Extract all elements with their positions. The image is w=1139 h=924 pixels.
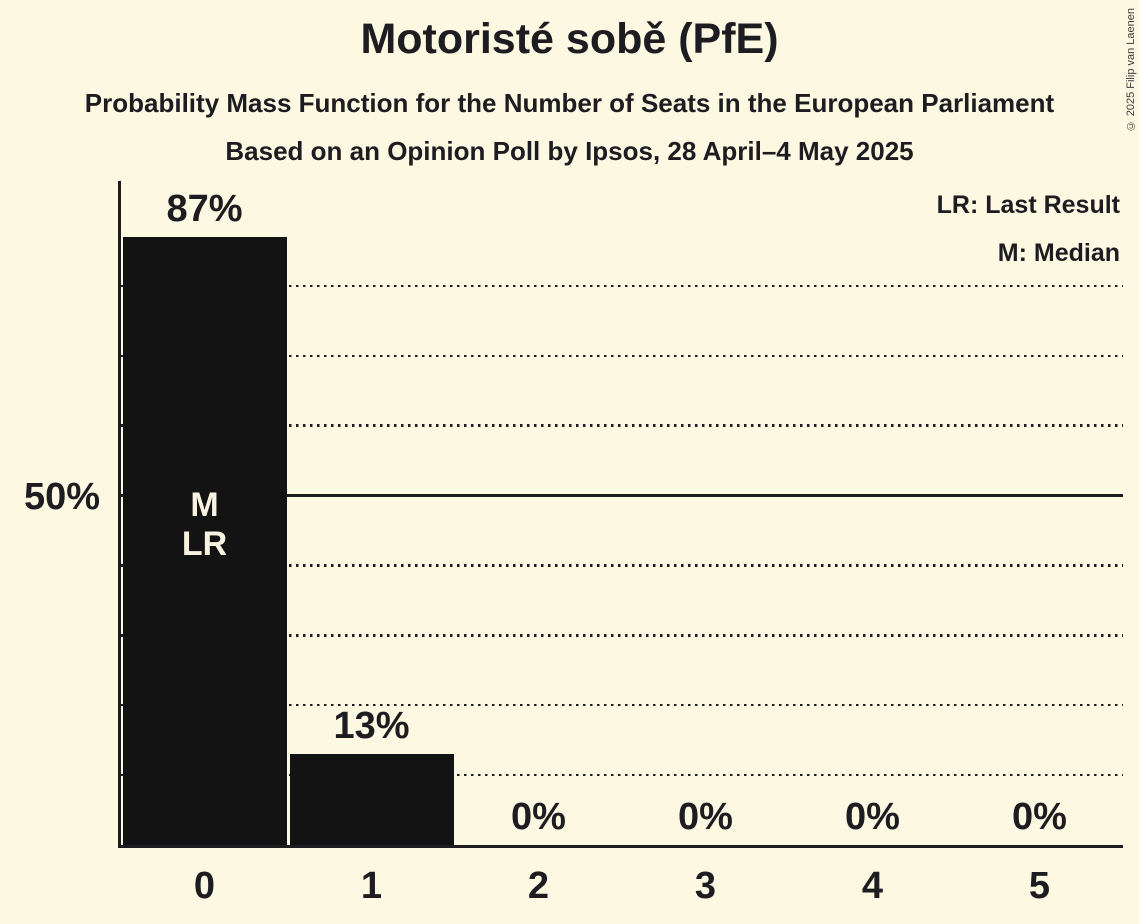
x-tick-label-1: 1	[360, 865, 383, 907]
plot-area: 87% M LR 13% 0% 0% 0% 0%	[118, 181, 1123, 848]
chart-subtitle: Probability Mass Function for the Number…	[84, 88, 1055, 118]
legend-last-result: LR: Last Result	[936, 191, 1120, 219]
value-label-seats-5: 0%	[1012, 796, 1067, 838]
x-tick-label-5: 5	[1028, 865, 1051, 907]
gridline-solid-50pct	[121, 494, 1123, 497]
gridline-dotted-20pct	[121, 703, 1123, 707]
bar-seats-0	[122, 236, 287, 845]
value-label-seats-4: 0%	[845, 796, 900, 838]
gridline-dotted-10pct	[121, 773, 1123, 777]
annotation-line-m: M	[190, 486, 219, 524]
x-axis-tick-labels: 0 1 2 3 4 5	[121, 865, 1123, 910]
bar-seats-1	[289, 754, 454, 845]
x-tick-label-3: 3	[694, 865, 717, 907]
legend: LR: Last Result M: Median	[937, 181, 1120, 277]
annotation-line-lr: LR	[181, 525, 228, 563]
value-label-seats-1: 13%	[333, 705, 410, 748]
gridline-dotted-80pct	[121, 284, 1123, 288]
chart-title: Motoristé sobě (PfE)	[360, 15, 779, 63]
value-label-seats-2: 0%	[511, 796, 566, 838]
copyright-notice: © 2025 Filip van Laenen	[1125, 8, 1137, 132]
gridline-dotted-60pct	[121, 424, 1123, 427]
gridline-dotted-40pct	[121, 564, 1123, 567]
legend-median: M: Median	[997, 239, 1120, 267]
bar-annotation-seats-0: M LR	[121, 486, 288, 564]
x-tick-label-4: 4	[861, 865, 884, 907]
gridline-dotted-30pct	[121, 634, 1123, 637]
x-tick-label-2: 2	[527, 865, 550, 907]
gridline-dotted-70pct	[121, 354, 1123, 357]
chart-poll-source: Based on an Opinion Poll by Ipsos, 28 Ap…	[225, 136, 914, 166]
value-label-seats-3: 0%	[678, 796, 733, 838]
y-axis-label-50pct: 50%	[23, 476, 100, 518]
x-tick-label-0: 0	[193, 865, 216, 907]
value-label-seats-0: 87%	[166, 187, 243, 230]
